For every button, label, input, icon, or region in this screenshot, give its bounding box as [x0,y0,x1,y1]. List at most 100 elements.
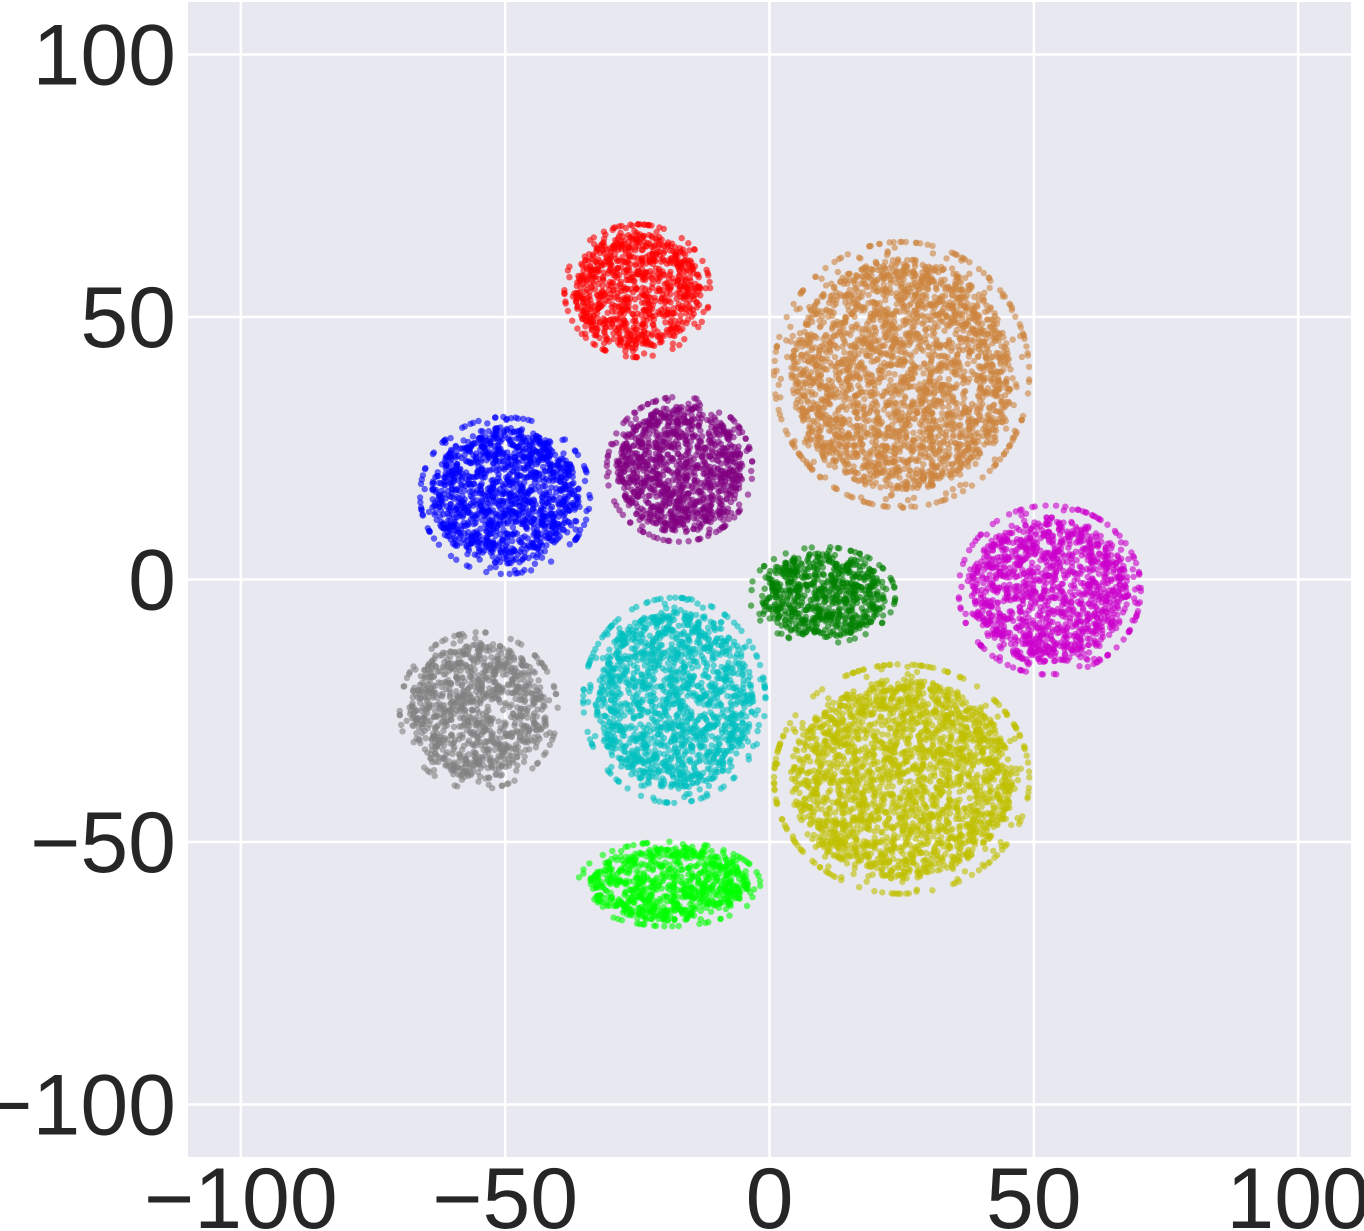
data-point [631,227,638,235]
data-point [945,403,952,410]
data-point [425,508,433,516]
data-point [926,438,934,445]
data-point [857,426,864,433]
data-point [961,404,969,411]
data-point [812,363,819,370]
data-point [830,302,838,309]
data-point [1003,346,1010,353]
data-point [994,377,1002,384]
data-point [479,443,486,450]
data-point [1002,378,1009,386]
data-point [655,277,662,285]
data-point [518,426,526,433]
data-point [861,410,868,417]
data-point [867,242,874,250]
data-point [569,317,576,324]
data-point [672,325,679,333]
data-point [424,525,431,532]
data-point [874,444,881,451]
data-point [772,395,780,402]
data-point [516,472,523,479]
data-point [881,373,888,381]
data-point [464,519,472,526]
data-point [500,413,507,421]
data-point [903,429,910,437]
data-point [979,342,987,349]
data-point [980,425,987,433]
data-point [461,423,469,430]
data-point [956,287,963,294]
data-point [867,276,874,283]
data-point [920,370,927,377]
data-point [850,276,857,283]
data-point [661,304,668,311]
data-point [466,480,473,488]
data-point [805,340,812,347]
data-point [526,456,534,463]
data-point [704,303,712,311]
data-point [887,414,895,421]
data-point [798,289,805,296]
data-point [579,307,586,314]
data-point [829,449,836,457]
data-point [676,268,684,275]
data-point [695,274,702,281]
data-point [854,414,861,422]
data-point [679,319,686,326]
data-point [463,543,470,550]
data-point [962,274,969,282]
data-point [838,358,845,366]
data-point [453,556,460,563]
data-point [821,357,828,364]
data-point [600,235,608,242]
data-point [533,532,540,539]
data-point [1001,414,1008,422]
data-point [919,261,926,268]
data-point [826,343,833,350]
data-point [532,470,540,477]
data-point [510,441,517,449]
data-point [635,239,643,246]
data-point [990,407,997,414]
data-point [553,467,560,475]
data-point [873,301,880,308]
data-point [776,333,783,341]
data-point [919,443,927,451]
data-point [924,286,932,293]
data-point [468,442,475,449]
data-point [845,395,853,403]
data-point [891,399,899,406]
data-point [855,254,863,261]
data-point [590,273,597,280]
data-point [883,399,890,406]
data-point [881,264,888,272]
data-point [573,518,580,525]
data-point [973,372,980,379]
data-point [1006,300,1013,307]
data-point [642,292,649,300]
data-point [896,433,903,440]
data-point [901,439,909,446]
data-point [830,284,838,292]
data-point [959,380,967,387]
data-point [895,464,902,471]
data-point [601,346,608,354]
data-point [528,417,535,425]
data-point [1017,332,1024,340]
data-point [782,427,789,434]
data-point [608,303,615,311]
data-point [627,295,634,302]
data-point [857,494,865,501]
data-point [865,291,872,299]
data-point [884,472,891,480]
data-point [979,401,986,408]
data-point [884,249,892,256]
data-point [907,300,914,308]
data-point [801,393,809,400]
data-point [972,460,979,467]
data-point [527,567,535,574]
data-point [903,459,910,466]
data-point [916,428,924,436]
data-point [610,224,617,232]
data-point [447,501,454,508]
